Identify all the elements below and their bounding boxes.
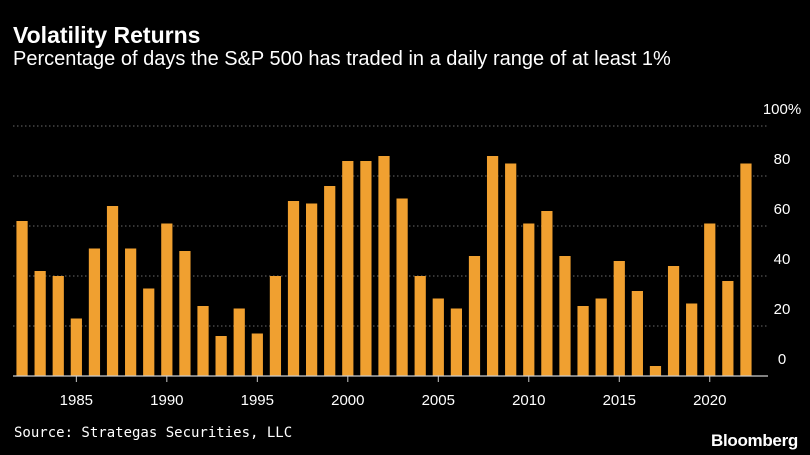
bar — [378, 156, 390, 376]
y-tick-label: 80 — [774, 151, 791, 168]
bar — [414, 276, 426, 376]
bar — [125, 248, 137, 376]
bar — [577, 306, 589, 376]
bar — [541, 211, 553, 376]
y-tick-label: 100% — [763, 101, 801, 118]
bar — [559, 256, 571, 376]
bar — [595, 298, 607, 376]
bar — [722, 281, 734, 376]
bar — [34, 271, 46, 376]
chart-subtitle: Percentage of days the S&P 500 has trade… — [13, 48, 671, 70]
bar — [649, 366, 662, 376]
bar — [432, 298, 444, 376]
bar — [143, 288, 155, 376]
bar — [88, 248, 101, 376]
source-note: Source: Strategas Securities, LLC — [14, 425, 293, 441]
x-tick-label: 2015 — [603, 392, 636, 409]
x-tick-label: 1990 — [150, 392, 183, 409]
bar — [70, 318, 82, 376]
bar — [215, 336, 227, 376]
bar — [486, 156, 499, 376]
chart-title: Volatility Returns — [13, 22, 201, 48]
bar — [704, 223, 716, 376]
bar — [251, 333, 263, 376]
y-tick-label: 20 — [774, 301, 791, 318]
bar — [360, 161, 372, 376]
bloomberg-logo: Bloomberg — [710, 431, 798, 450]
bar — [396, 198, 408, 376]
bar — [161, 223, 173, 376]
bar — [233, 308, 245, 376]
y-tick-label: 60 — [774, 201, 791, 218]
bar — [505, 163, 517, 376]
x-tick-label: 2000 — [331, 392, 364, 409]
bar — [179, 251, 191, 376]
bar — [106, 206, 119, 376]
bar — [450, 308, 463, 376]
bar — [523, 223, 535, 376]
bar — [613, 261, 625, 376]
x-tick-label: 2010 — [512, 392, 545, 409]
bar — [740, 163, 752, 376]
bar — [16, 221, 28, 376]
bar — [287, 201, 300, 376]
bar — [324, 186, 336, 376]
bar — [269, 276, 282, 376]
bar — [52, 276, 64, 376]
bar — [667, 266, 680, 376]
x-tick-label: 1995 — [241, 392, 274, 409]
bar — [305, 203, 318, 376]
bar — [342, 161, 354, 376]
bar — [686, 303, 698, 376]
x-tick-label: 2020 — [693, 392, 726, 409]
x-tick-label: 1985 — [60, 392, 93, 409]
bar — [468, 256, 481, 376]
y-tick-label: 0 — [778, 351, 786, 368]
bar — [631, 291, 643, 376]
x-tick-label: 2005 — [422, 392, 455, 409]
y-tick-label: 40 — [774, 251, 791, 268]
bar — [197, 306, 209, 376]
